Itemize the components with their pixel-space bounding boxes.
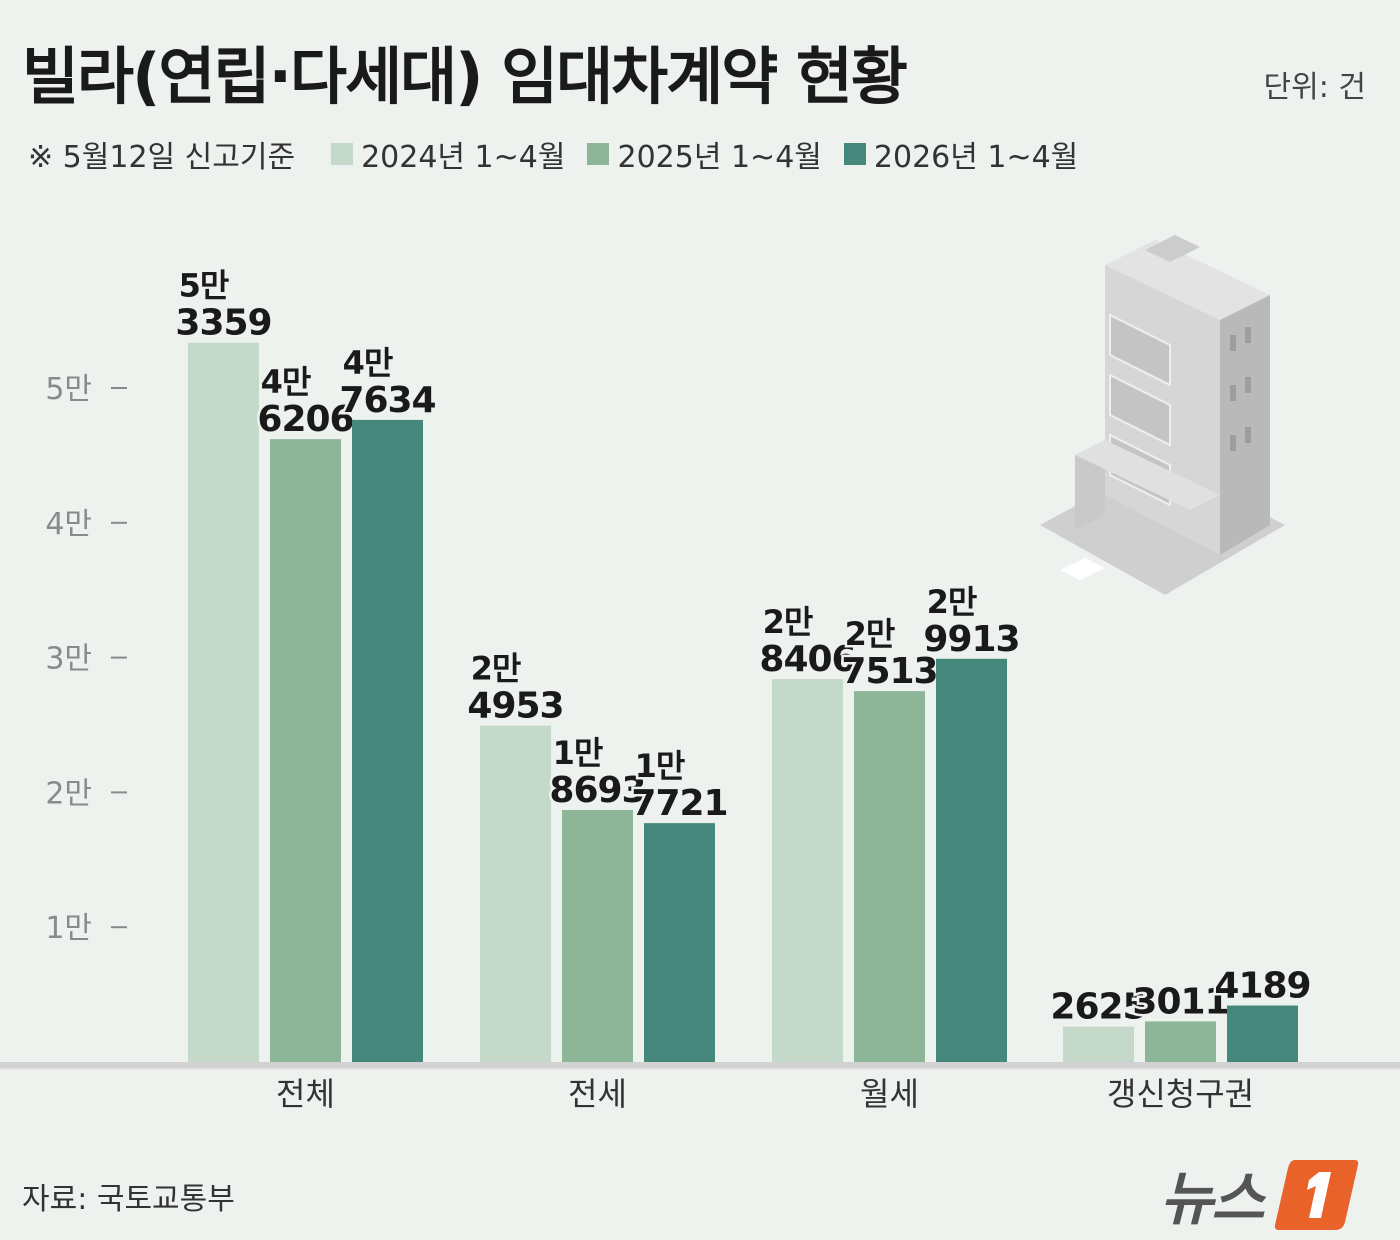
y-tick-label: 4만	[45, 507, 92, 542]
bar	[188, 342, 259, 1062]
news1-logo: 뉴스	[1160, 1152, 1359, 1236]
bar	[644, 823, 715, 1062]
legend-label-2025: 2025년 1~4월	[617, 140, 822, 175]
bar	[772, 679, 843, 1062]
bar	[1145, 1021, 1216, 1062]
data-label: 2만 7513	[841, 615, 937, 692]
source-label: 자료: 국토교통부	[22, 1182, 235, 1217]
logo-text: 뉴스	[1160, 1165, 1265, 1233]
y-tick-label: 2만	[45, 776, 92, 811]
legend-item-2024: 2024년 1~4월	[331, 132, 565, 176]
logo-badge-icon	[1274, 1160, 1358, 1230]
data-label: 2만 4953	[467, 650, 563, 727]
bar	[270, 439, 341, 1062]
legend-swatch-2026	[843, 143, 866, 165]
x-category-label: 전체	[276, 1075, 335, 1113]
legend-label-2026: 2026년 1~4월	[873, 140, 1079, 175]
y-tick-label: 1만	[45, 911, 92, 946]
legend-row: ※ 5월12일 신고기준 2024년 1~4월 2025년 1~4월 2026년…	[28, 132, 1100, 176]
data-label: 4만 6206	[257, 363, 353, 440]
bar	[562, 810, 633, 1062]
data-label: 4만 7634	[339, 344, 435, 421]
note-text: ※ 5월12일 신고기준	[28, 140, 296, 175]
x-category-label: 월세	[860, 1075, 919, 1113]
unit-label: 단위: 건	[1263, 70, 1366, 105]
y-tick-label: 5만	[45, 372, 92, 407]
bar	[1063, 1026, 1134, 1062]
data-label: 2만 9913	[923, 583, 1019, 660]
legend-item-2026: 2026년 1~4월	[843, 132, 1079, 176]
y-tick-label: 3만	[45, 642, 92, 677]
legend-swatch-2024	[331, 143, 354, 165]
building-illustration	[1040, 235, 1285, 595]
x-category-label: 전세	[568, 1075, 627, 1113]
data-label: 1만 8693	[549, 734, 645, 811]
data-label: 2625	[1050, 987, 1146, 1028]
data-label: 4189	[1214, 966, 1310, 1007]
legend-swatch-2025	[587, 143, 610, 165]
data-label: 2만 8406	[759, 603, 855, 680]
bar	[936, 658, 1007, 1062]
x-axis-shadow	[0, 1062, 1400, 1068]
chart-title: 빌라(연립·다세대) 임대차계약 현황	[22, 40, 908, 113]
data-label: 3011	[1132, 981, 1228, 1022]
bar-chart: 1만 2만 3만 4만 5만 5만 3359 2만 4953 2만 8406 2625 전체 전세 월세 갱신…	[0, 264, 1400, 1113]
bar	[352, 419, 423, 1062]
bar	[1227, 1005, 1298, 1062]
legend-label-2024: 2024년 1~4월	[361, 140, 566, 175]
x-category-label: 갱신청구권	[1107, 1075, 1254, 1113]
x-axis-shadow-light	[0, 1068, 1400, 1070]
bar	[854, 691, 925, 1062]
legend-item-2025: 2025년 1~4월	[587, 132, 822, 176]
bar	[480, 725, 551, 1062]
data-label: 5만 3359	[175, 267, 271, 344]
data-label: 1만 7721	[631, 747, 727, 824]
